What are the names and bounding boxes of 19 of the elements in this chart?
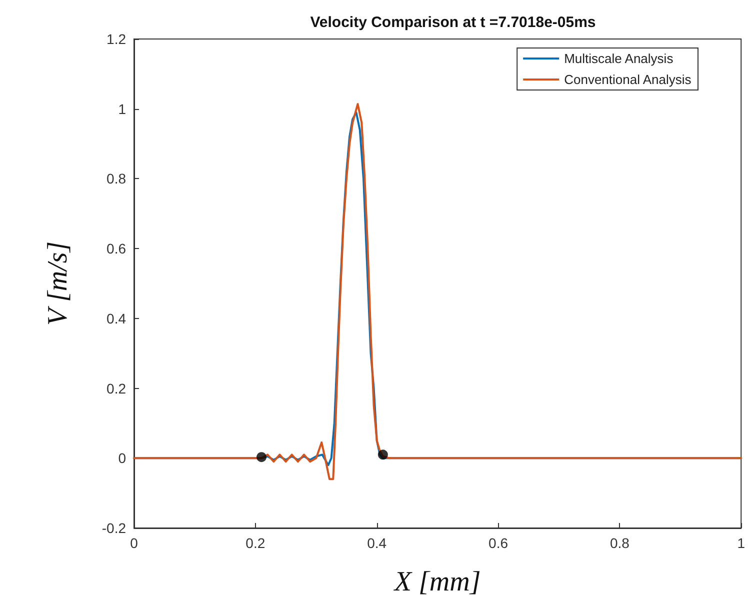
y-tick-label: 0.4 — [106, 310, 126, 326]
y-tick-label: 1.2 — [106, 31, 126, 47]
legend-label: Multiscale Analysis — [564, 51, 674, 66]
chart-title: Velocity Comparison at t =7.7018e-05ms — [310, 14, 596, 31]
x-tick-label: 0 — [130, 535, 138, 551]
x-tick-label: 0.4 — [367, 535, 387, 551]
y-tick-label: 0.2 — [106, 380, 126, 396]
x-tick-label: 0.8 — [610, 535, 630, 551]
y-tick-label: 0.6 — [106, 240, 126, 257]
y-tick-label: -0.2 — [102, 520, 126, 536]
y-tick-label: 1 — [118, 100, 126, 117]
legend-label: Conventional Analysis — [564, 72, 692, 87]
y-tick-label: 0 — [118, 450, 126, 466]
y-tick-label: 0.8 — [106, 170, 126, 187]
x-tick-label: 0.2 — [246, 535, 266, 551]
x-tick-label: 0.6 — [488, 535, 508, 551]
x-tick-label: 1 — [737, 535, 746, 551]
y-axis-title: V [m/s] — [42, 241, 74, 326]
x-axis-title: X [mm] — [393, 566, 481, 598]
